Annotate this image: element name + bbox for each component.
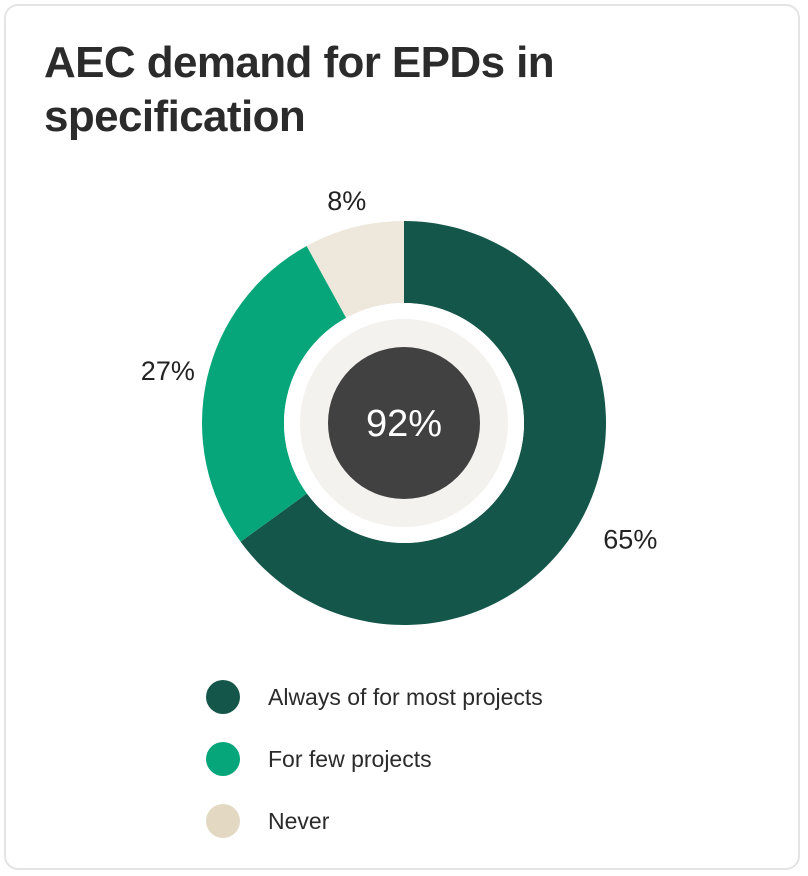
slice-never (306, 221, 404, 318)
legend-item-always: Always of for most projects (206, 680, 543, 714)
legend-swatch-few (206, 742, 240, 776)
slice-labels: 65% 27% 8% (141, 186, 658, 554)
slice-label-few: 27% (141, 356, 195, 386)
slice-label-always: 65% (603, 524, 657, 554)
chart-title: AEC demand for EPDs in specification (44, 38, 555, 141)
legend-item-never: Never (206, 804, 543, 838)
slice-few (202, 245, 347, 542)
legend-label-never: Never (268, 807, 330, 834)
legend: Always of for most projects For few proj… (206, 680, 543, 866)
legend-label-few: For few projects (268, 745, 432, 772)
legend-label-always: Always of for most projects (268, 683, 543, 710)
legend-swatch-always (206, 680, 240, 714)
slice-always (240, 221, 607, 625)
center-circle (328, 347, 480, 499)
legend-swatch-never (206, 804, 240, 838)
center-value-label: 92% (366, 403, 442, 445)
legend-item-few: For few projects (206, 742, 543, 776)
slice-label-never: 8% (327, 186, 366, 216)
donut-slices (202, 221, 607, 625)
